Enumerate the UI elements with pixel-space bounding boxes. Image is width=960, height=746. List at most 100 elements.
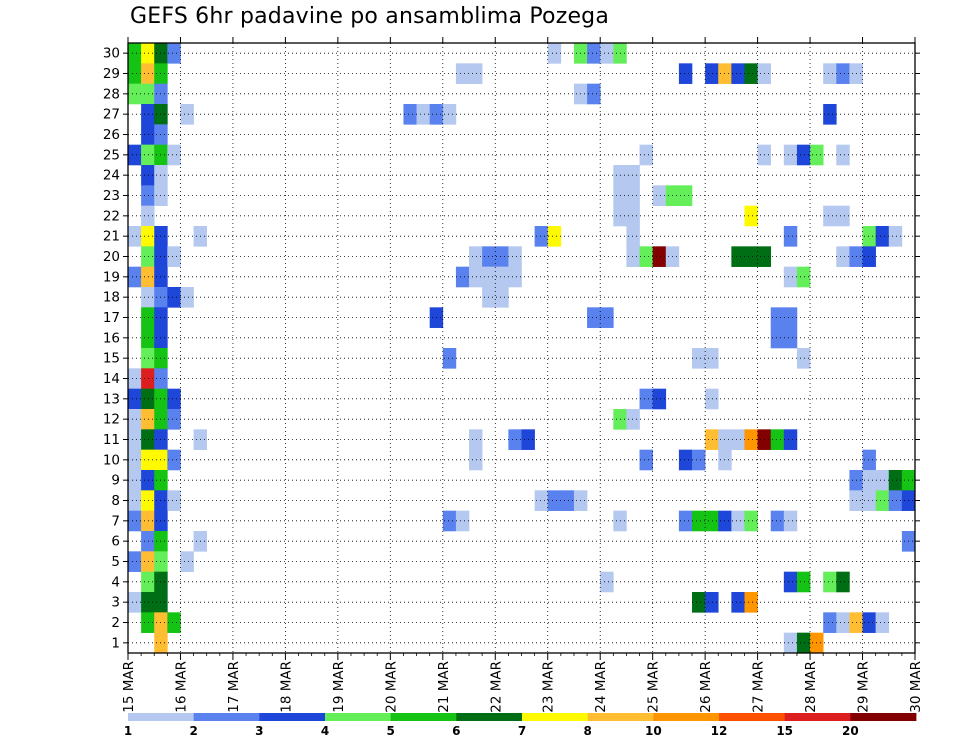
heatmap-cell xyxy=(167,246,180,267)
heatmap-cell xyxy=(167,389,180,410)
x-tick-label: 21 MAR xyxy=(436,661,452,713)
heatmap-cell xyxy=(167,612,180,633)
colorbar-swatch xyxy=(456,713,522,721)
y-tick-label: 3 xyxy=(111,595,120,611)
y-tick-label: 18 xyxy=(103,290,120,306)
colorbar-label: 15 xyxy=(776,724,793,738)
y-tick-label: 22 xyxy=(103,208,120,224)
heatmap-cell xyxy=(508,429,521,450)
x-tick-label: 15 MAR xyxy=(121,661,137,713)
y-tick-label: 12 xyxy=(103,412,120,428)
heatmap-cell xyxy=(784,511,797,532)
heatmap-cell xyxy=(508,267,521,288)
colorbar-label: 2 xyxy=(189,724,197,738)
y-tick-label: 14 xyxy=(103,371,120,387)
y-tick-label: 17 xyxy=(103,310,120,326)
heatmap-cell xyxy=(876,226,889,247)
heatmap-cell xyxy=(823,572,836,593)
y-tick-label: 2 xyxy=(111,615,120,631)
heatmap-cell xyxy=(128,145,141,166)
heatmap-cell xyxy=(403,104,416,125)
colorbar-swatch xyxy=(850,713,916,721)
heatmap-cell xyxy=(128,592,141,613)
cells-layer xyxy=(128,43,915,653)
heatmap-cell xyxy=(180,104,193,125)
heatmap-cell xyxy=(784,328,797,349)
heatmap-cell xyxy=(167,490,180,511)
heatmap-cell xyxy=(495,246,508,267)
heatmap-cell xyxy=(640,145,653,166)
heatmap-cell xyxy=(836,145,849,166)
x-tick-label: 16 MAR xyxy=(173,661,189,713)
colorbar-label: 20 xyxy=(842,724,859,738)
colorbar-label: 8 xyxy=(583,724,591,738)
x-tick-label: 28 MAR xyxy=(803,661,819,713)
y-tick-label: 29 xyxy=(103,66,120,82)
y-tick-label: 11 xyxy=(103,432,120,448)
heatmap-cell xyxy=(640,389,653,410)
heatmap-cell xyxy=(180,287,193,308)
heatmap-cell xyxy=(128,267,141,288)
heatmap-cell xyxy=(128,63,141,84)
x-tick-label: 20 MAR xyxy=(383,661,399,713)
heatmap-cell xyxy=(692,511,705,532)
heatmap-cell xyxy=(744,511,757,532)
heatmap-cell xyxy=(180,551,193,572)
colorbar-swatch xyxy=(588,713,654,721)
heatmap-cell xyxy=(128,490,141,511)
heatmap-cell xyxy=(587,43,600,64)
y-tick-label: 24 xyxy=(103,168,120,184)
x-tick-label: 25 MAR xyxy=(646,661,662,713)
colorbar-swatch xyxy=(325,713,391,721)
y-tick-label: 27 xyxy=(103,107,120,123)
y-tick-label: 8 xyxy=(111,493,120,509)
heatmap-cell xyxy=(548,43,561,64)
heatmap-cell xyxy=(876,612,889,633)
heatmap-cell xyxy=(744,63,757,84)
heatmap-cell xyxy=(731,63,744,84)
x-tick-label: 18 MAR xyxy=(278,661,294,713)
heatmap-cell xyxy=(167,450,180,471)
heatmap-cell xyxy=(744,429,757,450)
y-tick-label: 6 xyxy=(111,534,120,550)
heatmap-cell xyxy=(128,470,141,491)
heatmap-cell xyxy=(587,84,600,105)
heatmap-cell xyxy=(784,633,797,654)
colorbar-label: 7 xyxy=(518,724,526,738)
heatmap-cell xyxy=(128,43,141,64)
x-tick-label: 30 MAR xyxy=(908,661,924,713)
heatmap-cell xyxy=(128,429,141,450)
heatmap-cell xyxy=(600,307,613,328)
colorbar-swatch xyxy=(785,713,851,721)
y-tick-label: 23 xyxy=(103,188,120,204)
y-tick-label: 30 xyxy=(103,46,120,62)
y-tick-label: 1 xyxy=(111,635,120,651)
heatmap-cell xyxy=(731,592,744,613)
colorbar-swatch xyxy=(719,713,785,721)
heatmap-cell xyxy=(128,226,141,247)
heatmap-cell xyxy=(823,104,836,125)
colorbar-swatch xyxy=(128,713,194,721)
colorbar-label: 5 xyxy=(386,724,394,738)
x-tick-label: 23 MAR xyxy=(541,661,557,713)
heatmap-cell xyxy=(128,368,141,389)
heatmap-cell xyxy=(456,511,469,532)
x-tick-label: 26 MAR xyxy=(698,661,714,713)
x-tick-label: 29 MAR xyxy=(856,661,872,713)
heatmap-cell xyxy=(548,490,561,511)
heatmap-cell xyxy=(128,409,141,430)
heatmap-cell xyxy=(784,307,797,328)
y-tick-label: 28 xyxy=(103,86,120,102)
y-tick-label: 4 xyxy=(111,574,120,590)
colorbar-swatch xyxy=(259,713,325,721)
heatmap-cell xyxy=(744,592,757,613)
chart-title: GEFS 6hr padavine po ansamblima Pozega xyxy=(130,4,609,29)
heatmap-cell xyxy=(836,63,849,84)
heatmap-cell xyxy=(823,206,836,227)
heatmap-cell xyxy=(167,145,180,166)
heatmap-cell xyxy=(456,63,469,84)
y-tick-label: 13 xyxy=(103,391,120,407)
